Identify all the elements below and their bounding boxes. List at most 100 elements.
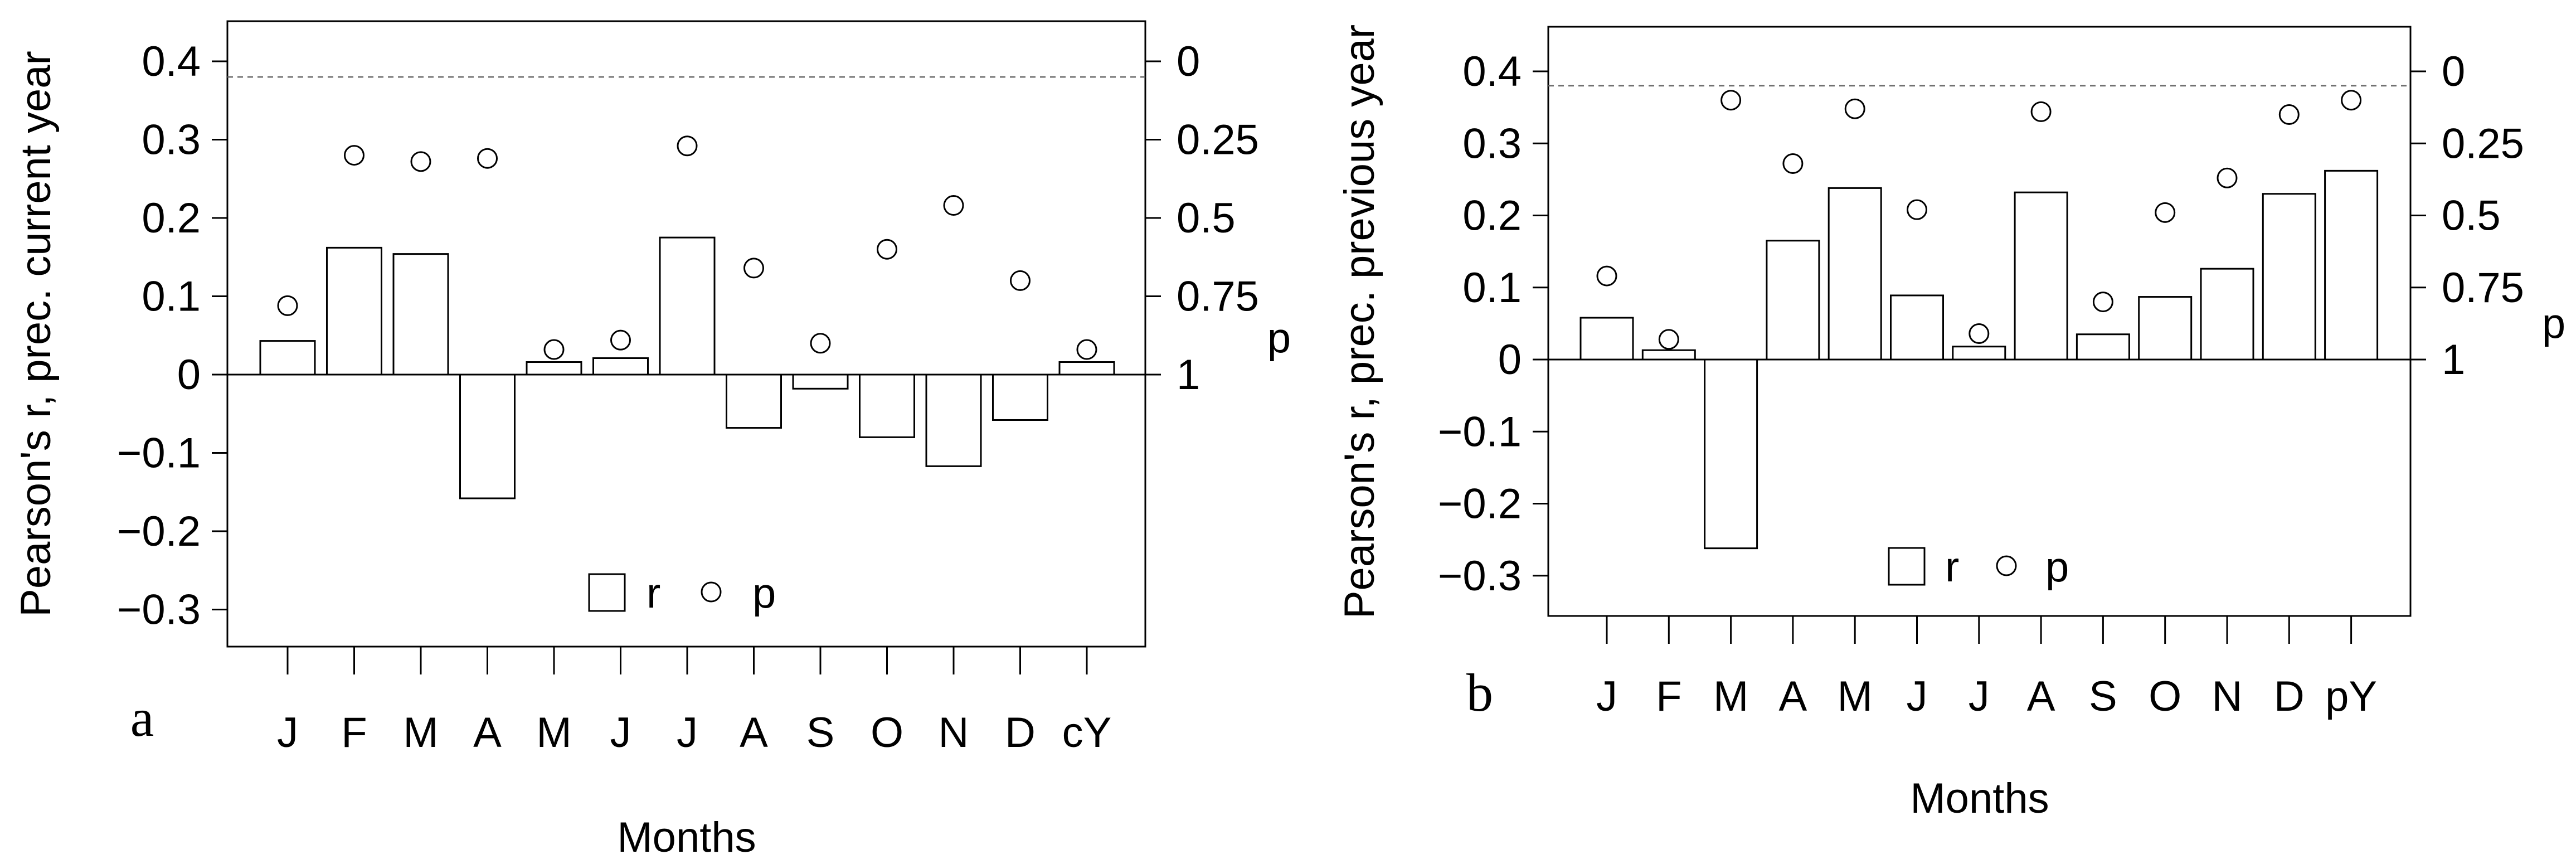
p-point — [1596, 265, 1617, 287]
panel-label-a: a — [130, 688, 154, 747]
panel-label-b: b — [1466, 663, 1493, 722]
p-point — [410, 151, 431, 172]
p-point — [1969, 323, 1990, 344]
r-bar — [2014, 191, 2068, 361]
legend-bar-symbol — [588, 573, 626, 612]
y2-tick-label: 0.5 — [2442, 192, 2501, 240]
r-bar — [526, 361, 582, 376]
y-tick-label: 0.2 — [1462, 192, 1522, 240]
r-bar — [2324, 169, 2379, 361]
y-axis-left: 0.4 0.3 0.2 0.1 0 −0.1 −0.2 −0.3 — [117, 38, 227, 634]
y-tick-label: 0 — [1498, 336, 1522, 384]
p-point — [1907, 199, 1927, 220]
p-point — [943, 195, 964, 216]
p-point — [1076, 339, 1097, 360]
p-point — [677, 135, 698, 157]
legend-point-symbol — [701, 581, 722, 603]
x-tick-label: O — [2149, 673, 2181, 720]
legend-label-r: r — [1945, 543, 1959, 591]
x-axis-label: Months — [1910, 775, 2049, 822]
y-axis-right: 0 0.25 0.5 0.75 1 — [2410, 48, 2524, 384]
y-tick-label: 0.3 — [1462, 120, 1522, 167]
p-point — [477, 148, 498, 169]
x-tick-label: D — [2274, 673, 2305, 720]
y-tick-label: −0.3 — [1438, 552, 1522, 600]
y-tick-label: 0 — [177, 351, 201, 399]
r-bars — [259, 236, 1115, 499]
p-point — [2217, 167, 2238, 188]
x-tick-label: N — [939, 709, 969, 756]
r-bar — [1890, 294, 1944, 361]
r-bar — [259, 340, 316, 376]
x-tick-label: N — [2212, 673, 2243, 720]
r-bar — [792, 373, 849, 390]
y-tick-label: 0.1 — [1462, 264, 1522, 312]
r-bar — [925, 373, 982, 467]
x-tick-label: O — [871, 709, 903, 756]
p-point — [543, 339, 565, 360]
p-point — [1844, 98, 1865, 119]
legend-label-p: p — [2045, 543, 2069, 591]
y2-tick-label: 1 — [2442, 336, 2465, 384]
r-bar — [1952, 346, 2006, 361]
p-point — [2341, 90, 2362, 111]
x-tick-label: J — [1969, 673, 1990, 720]
x-tick-label: M — [1713, 673, 1748, 720]
p-point — [2155, 202, 2176, 223]
x-axis-label: Months — [617, 814, 756, 861]
p-point — [877, 239, 897, 260]
y2-tick-label: 0.75 — [2442, 264, 2524, 312]
y2-tick-label: 0.25 — [1177, 117, 1259, 164]
legend: r p — [588, 570, 776, 617]
r-bar — [1058, 361, 1115, 376]
p-points — [1596, 90, 2362, 350]
p-point — [2092, 292, 2113, 313]
x-tick-label: A — [473, 709, 502, 756]
y-axis-right: 0 0.25 0.5 0.75 1 — [1145, 38, 1259, 399]
r-bar — [1766, 240, 1820, 361]
x-tick-label: A — [2027, 673, 2055, 720]
y-axis-label: Pearson's r, prec. current year — [12, 51, 60, 617]
r-bar — [1704, 358, 1758, 550]
r-bar — [459, 373, 516, 499]
p-point — [810, 333, 831, 354]
p-point — [610, 329, 631, 351]
legend: r p — [1888, 543, 2069, 591]
r-bar — [326, 246, 382, 376]
r-bar — [2262, 193, 2316, 361]
x-tick-label: F — [1656, 673, 1681, 720]
x-tick-label: J — [610, 709, 631, 756]
p-point — [2030, 101, 2052, 122]
p-point — [277, 295, 298, 316]
r-bar — [659, 236, 716, 376]
x-tick-label: cY — [1062, 709, 1112, 756]
y2-tick-label: 0 — [1177, 38, 1200, 85]
y2-tick-label: 0.75 — [1177, 273, 1259, 321]
y-tick-label: −0.2 — [117, 508, 201, 555]
r-bar — [2138, 296, 2193, 361]
y-axis-label: Pearson's r, prec. previous year — [1336, 25, 1383, 619]
r-bar — [1641, 349, 1696, 361]
y2-tick-label: 0 — [2442, 48, 2465, 95]
x-tick-label: M — [403, 709, 438, 756]
y-tick-label: −0.2 — [1438, 480, 1522, 528]
y2-axis-label: p — [2542, 300, 2565, 347]
y2-tick-label: 0.25 — [2442, 120, 2524, 167]
r-bar — [592, 357, 649, 376]
r-bar — [392, 253, 449, 376]
y-tick-label: 0.4 — [142, 38, 201, 85]
x-tick-label: A — [740, 709, 768, 756]
x-tick-label: J — [1596, 673, 1617, 720]
x-tick-label: J — [677, 709, 698, 756]
chart-panel-b: 0.40.30.20.10−0.1−0.2−0.3 00.250.50.751 … — [1336, 25, 2565, 822]
legend-bar-symbol — [1888, 547, 1926, 586]
p-point — [1010, 270, 1031, 291]
x-tick-label: J — [1907, 673, 1928, 720]
x-tick-label: A — [1779, 673, 1807, 720]
x-tick-label: F — [341, 709, 367, 756]
y2-tick-label: 1 — [1177, 351, 1200, 399]
x-tick-label: S — [2089, 673, 2117, 720]
y-tick-label: 0.3 — [142, 117, 201, 164]
